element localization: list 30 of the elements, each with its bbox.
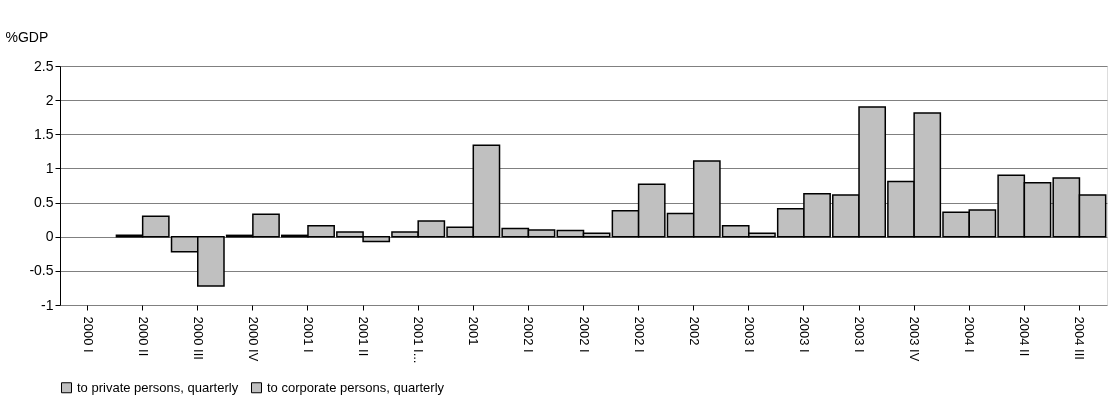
x-tick-label: 2002 <box>686 316 702 346</box>
x-tick-label: 2001 II <box>356 316 372 357</box>
x-tick-label: 2003 I <box>852 316 868 353</box>
x-tick-label: 2000 IV <box>245 316 261 362</box>
x-tick-label: 2004 III <box>1072 316 1088 360</box>
x-tick-label: 2002 I <box>576 316 592 353</box>
y-tick-label: 1.5 <box>34 125 54 142</box>
y-tick-label: -0.5 <box>29 262 54 279</box>
x-tick-label: 2001 I... <box>411 316 427 364</box>
y-tick-label: 2 <box>45 91 54 108</box>
y-tick-label: -1 <box>41 296 54 313</box>
x-tick-label: 2002 I <box>521 316 537 353</box>
x-tick-label: 2003 I <box>741 316 757 353</box>
x-tick-label: 2004 II <box>1017 316 1033 357</box>
x-tick-label: 2003 IV <box>907 316 923 362</box>
x-tick-label: 2001 <box>466 316 482 346</box>
x-tick-label: 2002 I <box>631 316 647 353</box>
y-tick-label: 0.5 <box>34 194 54 211</box>
x-tick-label: 2000 III <box>190 316 206 360</box>
y-tick-label: 2.5 <box>34 57 54 74</box>
x-tick-label: 2001 I <box>300 316 316 353</box>
x-tick-label: 2000 I <box>80 316 96 353</box>
y-tick-label: 1 <box>45 159 54 176</box>
y-axis-title: %GDP <box>5 28 49 45</box>
x-tick-label: 2004 I <box>962 316 978 353</box>
x-tick-label: 2003 I <box>796 316 812 353</box>
legend-label: to private persons, quarterly <box>77 379 239 395</box>
x-tick-label: 2000 II <box>135 316 151 357</box>
legend-label: to corporate persons, quarterly <box>267 379 445 395</box>
y-tick-label: 0 <box>45 228 54 245</box>
